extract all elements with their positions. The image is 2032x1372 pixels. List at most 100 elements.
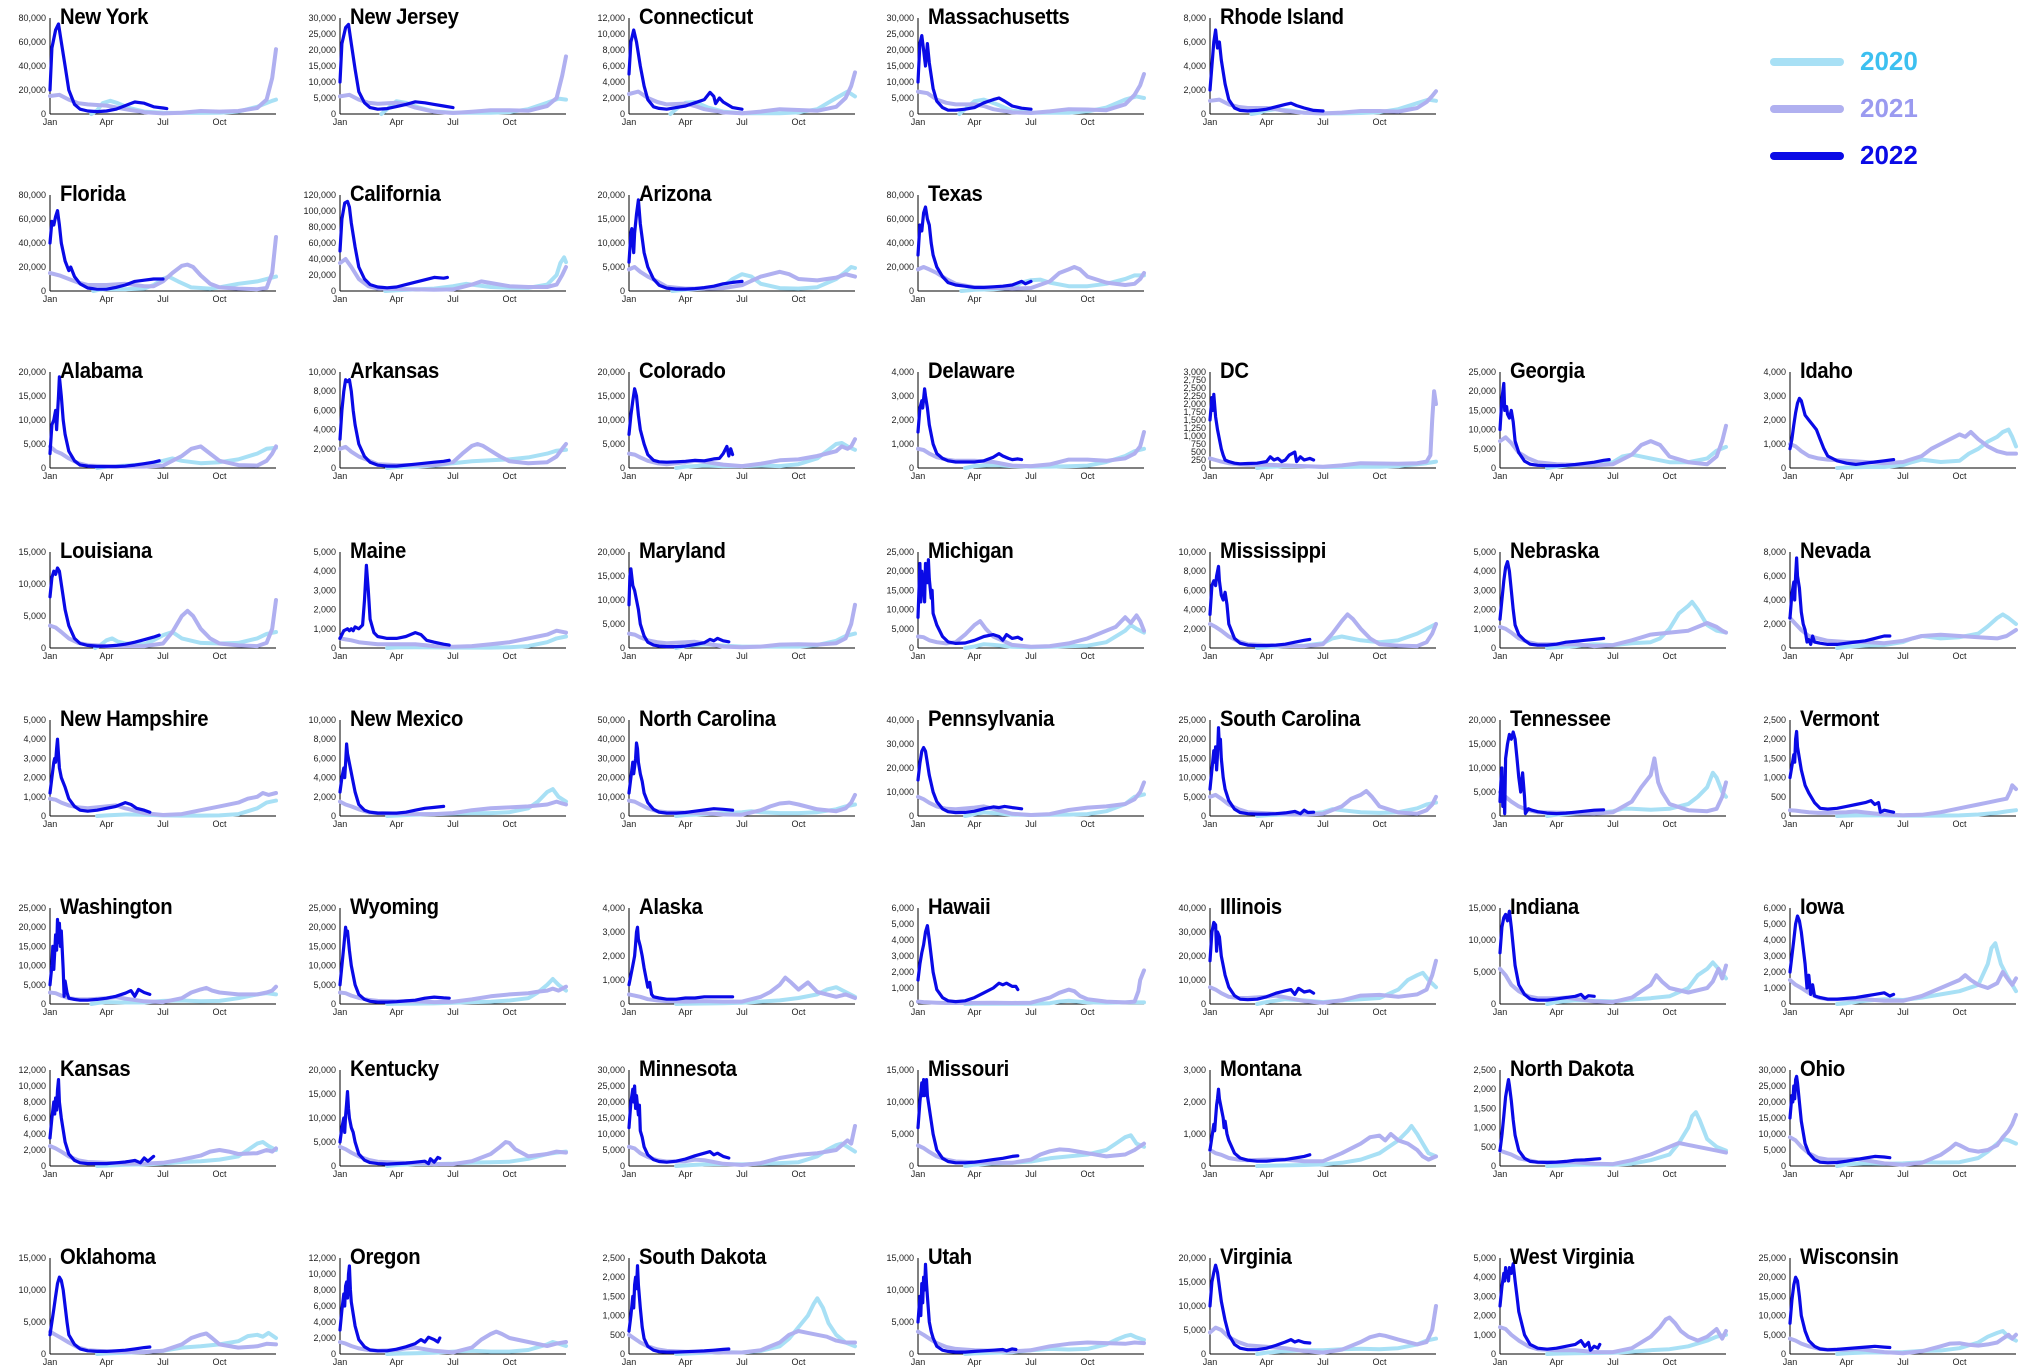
- series-line-2020: [674, 441, 857, 470]
- chart-panel-alabama: 0 5,000 10,000 15,000 20,000 Jan Apr Jul Oct Alab…: [8, 358, 280, 481]
- series-line-2021: [48, 598, 278, 649]
- x-tick-label: Apr: [1549, 1007, 1563, 1017]
- y-tick-label: 0: [909, 643, 914, 653]
- series-line-2022: [338, 925, 451, 1004]
- x-tick-label: Oct: [212, 1007, 227, 1017]
- y-tick-label: 10,000: [886, 1097, 914, 1107]
- y-tick-label: 40,000: [18, 61, 46, 71]
- y-tick-label: 120,000: [303, 190, 336, 200]
- x-tick-label: Apr: [1549, 471, 1563, 481]
- y-tick-label: 1,500: [1473, 1103, 1496, 1113]
- y-tick-label: 15,000: [1758, 1291, 1786, 1301]
- x-tick-label: Apr: [1259, 1007, 1273, 1017]
- legend-label-2022: 2022: [1860, 140, 1918, 170]
- state-title: North Carolina: [639, 706, 776, 731]
- x-tick-label: Oct: [502, 1169, 517, 1179]
- x-tick-label: Oct: [1952, 1357, 1967, 1367]
- panel-plot-kentucky: 0 5,000 10,000 15,000 20,000 Jan Apr Jul Oct: [308, 1065, 568, 1179]
- panel-plot-new-jersey: 0 5,000 10,000 15,000 20,000 25,000 30,000 Jan A…: [308, 13, 568, 127]
- series-line-2020: [674, 985, 857, 1006]
- chart-panel-utah: 0 5,000 10,000 15,000 Jan Apr Jul Oct Utah: [876, 1244, 1148, 1367]
- x-tick-label: Jan: [1783, 1169, 1798, 1179]
- y-tick-label: 20,000: [597, 1097, 625, 1107]
- y-tick-label: 0: [909, 463, 914, 473]
- y-tick-label: 4,000: [1473, 1272, 1496, 1282]
- y-tick-label: 25,000: [1758, 1253, 1786, 1263]
- series-line-2022: [627, 925, 735, 1001]
- y-tick-label: 2,000: [313, 605, 336, 615]
- panel-plot-south-carolina: 0 5,000 10,000 15,000 20,000 25,000 Jan Apr Jul O…: [1178, 715, 1438, 829]
- x-tick-label: Jul: [157, 1169, 169, 1179]
- series-line-2020: [963, 446, 1146, 470]
- panel-plot-massachusetts: 0 5,000 10,000 15,000 20,000 25,000 30,000 Jan A…: [886, 13, 1146, 127]
- y-tick-label: 5,000: [602, 439, 625, 449]
- y-tick-label: 10,000: [597, 595, 625, 605]
- chart-panel-delaware: 0 1,000 2,000 3,000 4,000 Jan Apr Jul Oct Delawar…: [876, 358, 1148, 481]
- y-tick-label: 2,000: [602, 93, 625, 103]
- y-tick-label: 1,000: [313, 624, 336, 634]
- series-line-2020: [1545, 1332, 1728, 1356]
- y-tick-label: 10,000: [597, 238, 625, 248]
- series-line-2021: [1788, 783, 2018, 818]
- series-line-2022: [1208, 564, 1312, 648]
- x-tick-label: Apr: [389, 294, 403, 304]
- x-tick-label: Apr: [1259, 1357, 1273, 1367]
- y-tick-label: 6,000: [313, 753, 336, 763]
- chart-panel-nevada: 0 2,000 4,000 6,000 8,000 Jan Apr Jul Oct Nevada: [1748, 538, 2020, 661]
- chart-panel-alaska: 0 1,000 2,000 3,000 4,000 Jan Apr Jul Oct Alaska: [587, 894, 859, 1017]
- y-tick-label: 0: [620, 811, 625, 821]
- x-tick-label: Jan: [1203, 1357, 1218, 1367]
- series-line-2022: [1498, 909, 1596, 1002]
- y-tick-label: 10,000: [1468, 935, 1496, 945]
- y-tick-label: 80,000: [18, 13, 46, 23]
- y-tick-label: 0: [620, 1349, 625, 1359]
- state-title: Kansas: [60, 1056, 131, 1081]
- x-tick-label: Oct: [212, 294, 227, 304]
- state-title: DC: [1220, 358, 1249, 383]
- y-tick-label: 40,000: [1178, 903, 1206, 913]
- y-tick-label: 15,000: [1468, 405, 1496, 415]
- x-tick-label: Jul: [1897, 1007, 1909, 1017]
- y-tick-label: 2,000: [1763, 734, 1786, 744]
- x-tick-label: Jan: [1783, 819, 1798, 829]
- y-tick-label: 3,000: [1473, 1291, 1496, 1301]
- y-tick-label: 0: [331, 286, 336, 296]
- state-title: Washington: [60, 894, 173, 919]
- x-tick-label: Jan: [1203, 1007, 1218, 1017]
- y-tick-label: 10,000: [18, 415, 46, 425]
- series-line-2021: [916, 1141, 1146, 1165]
- y-tick-label: 4,000: [1763, 367, 1786, 377]
- x-tick-label: Jul: [736, 294, 748, 304]
- x-tick-label: Apr: [99, 294, 113, 304]
- x-tick-label: Oct: [791, 117, 806, 127]
- y-tick-label: 10,000: [597, 792, 625, 802]
- panel-plot-mississippi: 0 2,000 4,000 6,000 8,000 10,000 Jan Apr Jul Oct: [1178, 547, 1438, 661]
- chart-panel-florida: 0 20,000 40,000 60,000 80,000 Jan Apr Jul Oct Flo…: [8, 181, 280, 304]
- y-tick-label: 0: [909, 109, 914, 119]
- x-tick-label: Jan: [1493, 1007, 1508, 1017]
- y-tick-label: 10,000: [1178, 773, 1206, 783]
- y-tick-label: 0: [1781, 463, 1786, 473]
- y-tick-label: 5,000: [1473, 787, 1496, 797]
- x-tick-label: Jul: [447, 294, 459, 304]
- series-line-2021: [1208, 1132, 1438, 1164]
- y-tick-label: 0: [1201, 1161, 1206, 1171]
- x-tick-label: Jan: [1783, 1007, 1798, 1017]
- state-title: Pennsylvania: [928, 706, 1055, 731]
- x-tick-label: Apr: [99, 1169, 113, 1179]
- x-tick-label: Jul: [447, 1169, 459, 1179]
- y-tick-label: 0: [41, 643, 46, 653]
- x-tick-label: Jul: [1897, 819, 1909, 829]
- y-tick-label: 20,000: [1468, 715, 1496, 725]
- chart-panel-south-dakota: 0 500 1,000 1,500 2,000 2,500 Jan Apr Jul Oct Sout…: [587, 1244, 859, 1367]
- y-tick-label: 5,000: [891, 624, 914, 634]
- y-tick-label: 5,000: [313, 980, 336, 990]
- x-tick-label: Jan: [333, 471, 348, 481]
- y-tick-label: 5,000: [23, 439, 46, 449]
- y-tick-label: 3,000: [891, 391, 914, 401]
- series-line-2021: [1498, 423, 1728, 468]
- series-line-2022: [1498, 730, 1606, 816]
- y-tick-label: 15,000: [1468, 903, 1496, 913]
- chart-panel-georgia: 0 5,000 10,000 15,000 20,000 25,000 Jan Apr Jul O…: [1458, 358, 1730, 481]
- y-tick-label: 0: [1201, 109, 1206, 119]
